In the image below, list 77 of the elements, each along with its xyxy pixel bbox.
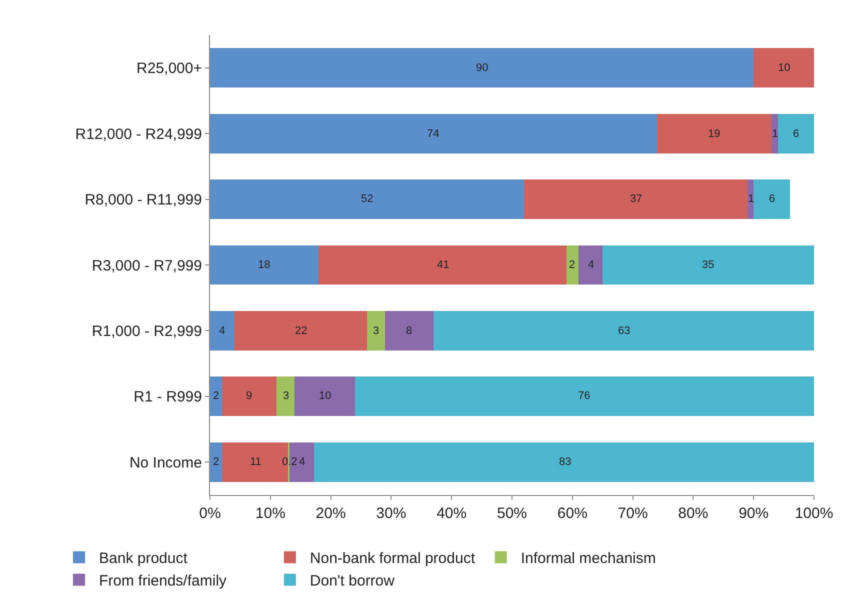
data-label: 4 [588,259,594,271]
data-label: 1 [772,128,778,140]
data-label: 37 [630,193,642,205]
bar [210,376,222,416]
bar [276,376,295,416]
bar [367,311,386,350]
bar [602,245,814,285]
x-tick-label: 70% [618,505,648,522]
bar [354,376,814,416]
data-label: 76 [578,390,590,402]
bar [754,180,790,219]
legend-label: Don't borrow [310,572,395,590]
x-tick-label: 90% [738,505,769,522]
data-label: 90 [476,62,488,74]
bar [210,245,319,285]
data-label: 2 [213,390,220,402]
bar [656,114,772,154]
data-label: 3 [373,325,380,337]
data-label: 6 [793,128,800,140]
bar [294,376,355,416]
y-tick-label: No Income [129,454,202,472]
bar [210,311,234,350]
bar [210,442,222,482]
data-label: 19 [708,128,720,140]
bar [318,245,566,285]
bar [566,245,578,285]
data-label: 63 [618,325,630,337]
bar [210,180,524,219]
bar [524,180,748,219]
data-label: 11 [250,456,262,468]
data-label: 41 [437,259,450,271]
legend-label: From friends/family [99,572,228,590]
x-tick-label: 30% [376,505,406,522]
data-label: 8 [406,325,412,337]
x-tick-label: 0% [199,505,221,522]
x-tick-label: 20% [316,505,346,522]
bar [314,442,814,482]
y-tick-label: R8,000 - R11,999 [84,192,202,209]
bar [385,311,434,350]
bar [778,114,814,154]
bar [234,311,368,350]
data-label: 52 [361,193,374,205]
data-label: 35 [702,259,714,271]
data-label: 10 [778,62,790,74]
y-tick-label: R1,000 - R2,999 [92,322,202,340]
bar [210,48,754,88]
x-tick-label: 80% [678,505,708,522]
data-label: 3 [283,390,290,402]
y-tick-label: R25,000+ [136,60,202,78]
y-tick-label: R3,000 - R7,999 [92,257,202,274]
bar [433,311,814,350]
data-label: 74 [427,128,440,140]
bar [210,114,657,154]
x-tick-label: 60% [557,505,588,522]
x-tick-label: 40% [436,505,467,522]
bar [754,48,814,88]
data-label: 22 [295,325,308,337]
bar [578,245,603,285]
y-tick-label: R1 - R999 [134,388,202,406]
data-label: 18 [258,259,270,271]
x-tick-label: 10% [255,505,286,522]
data-label: 4 [299,456,306,468]
legend-label: Non-bank formal product [310,550,476,568]
legend-label: Informal mechanism [520,550,656,568]
data-label: 10 [319,390,332,402]
data-label: 2 [213,456,220,468]
data-label: 6 [769,193,776,205]
data-label: 2 [569,259,576,271]
data-label: 4 [219,325,226,337]
bar [222,376,276,416]
bar [772,114,778,154]
data-label: 9 [246,390,252,402]
data-label: 83 [559,456,572,468]
x-tick-label: 100% [794,505,834,522]
legend-label: Bank product [99,550,188,568]
x-tick-label: 50% [496,505,528,522]
y-tick-label: R12,000 - R24,999 [75,126,202,143]
